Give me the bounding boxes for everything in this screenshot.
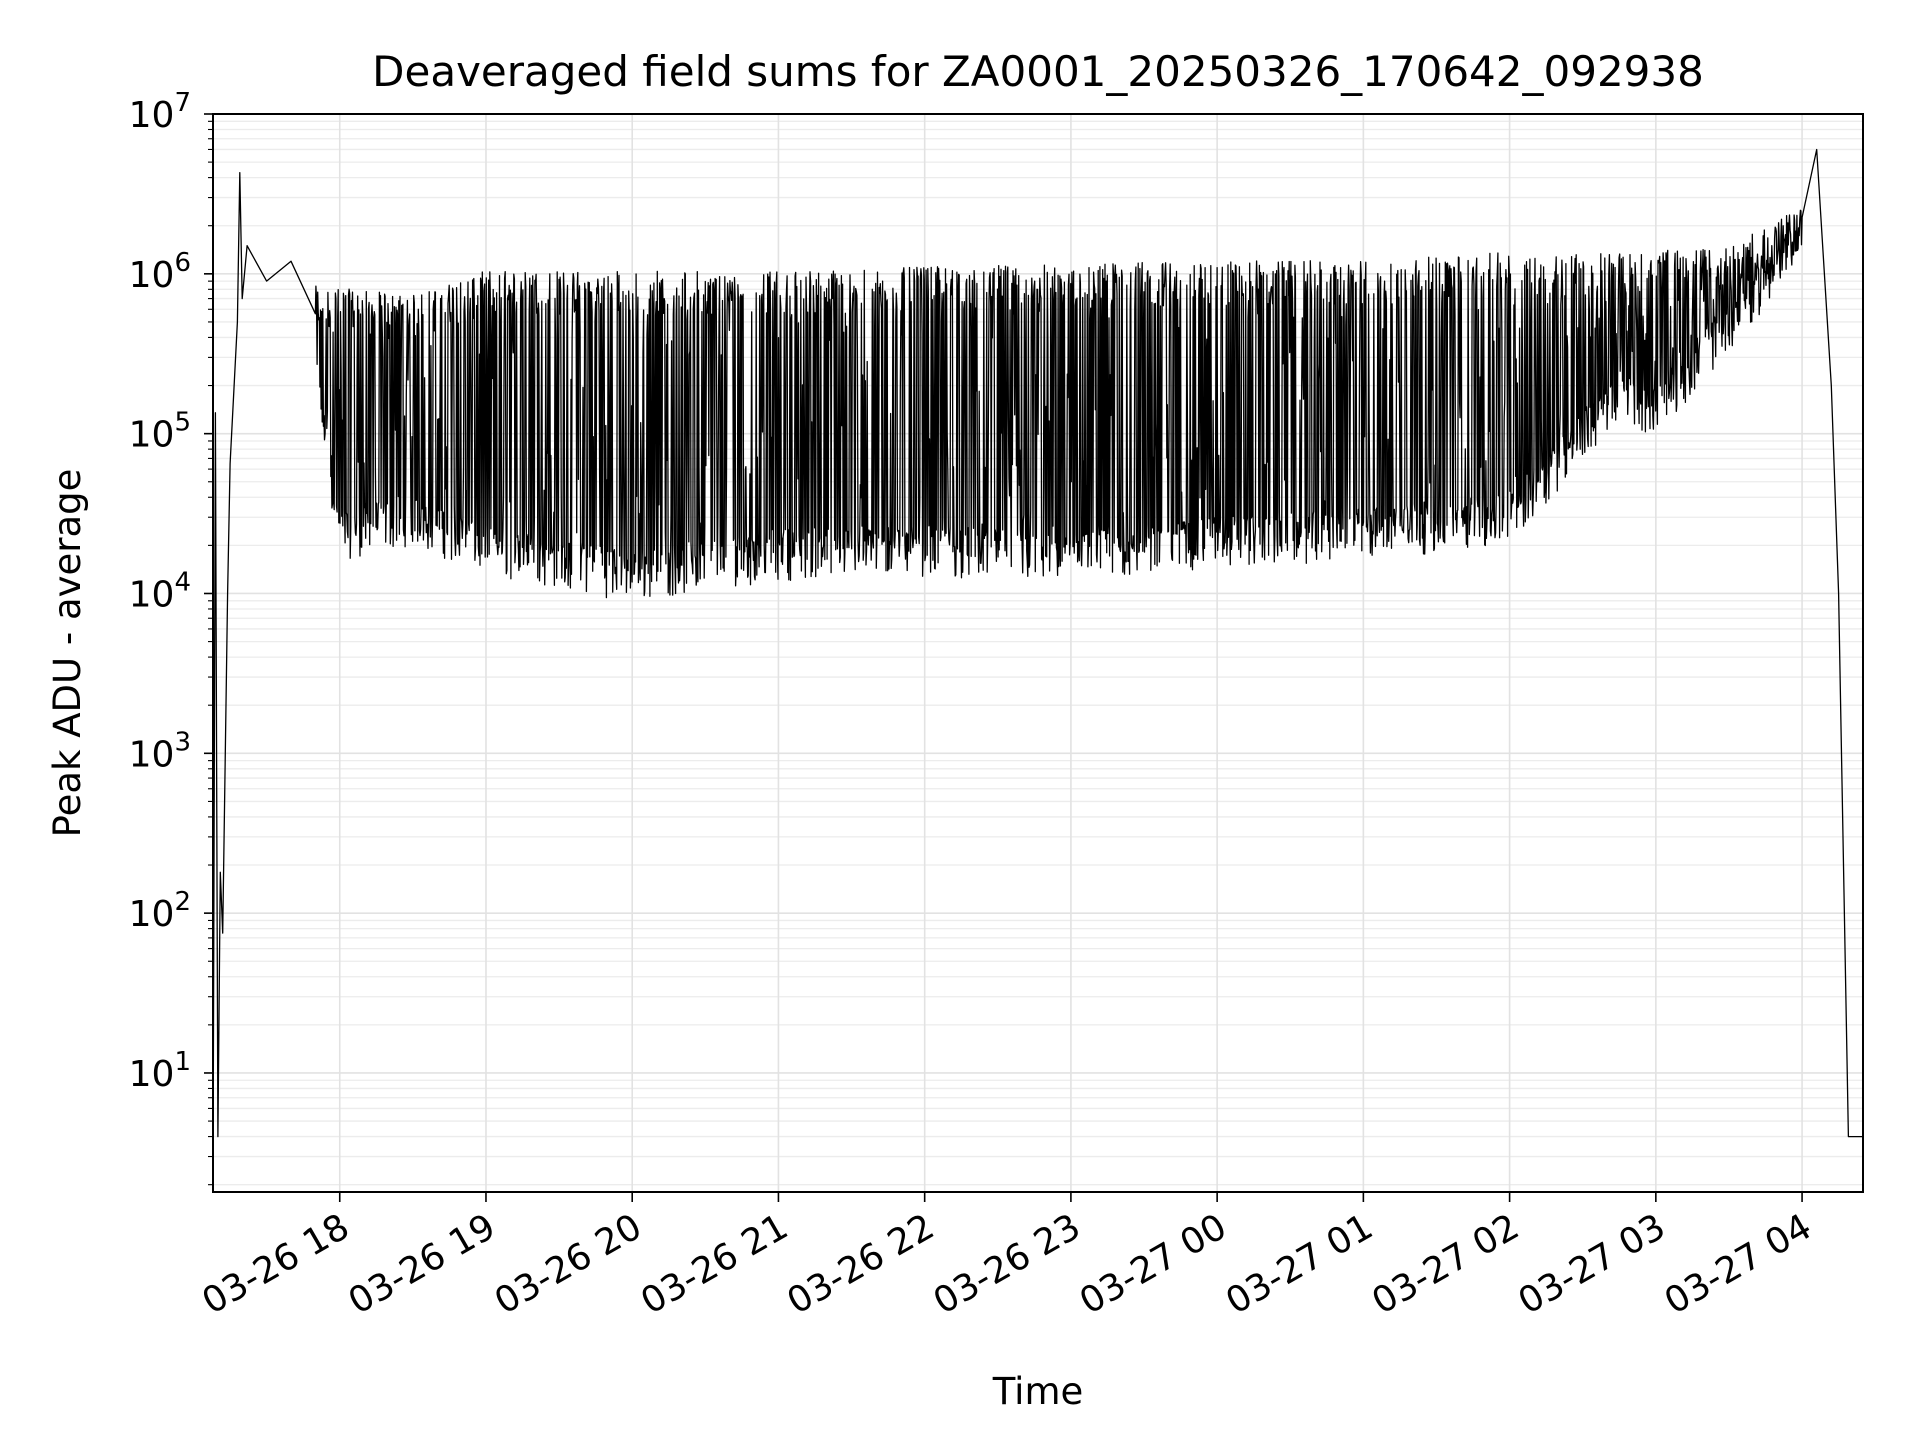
y-tick-label: 106	[129, 248, 191, 296]
y-tick-label: 107	[129, 88, 191, 136]
y-tick-label: 104	[129, 567, 191, 615]
y-tick-label: 102	[129, 887, 191, 935]
chart-title: Deaveraged field sums for ZA0001_2025032…	[372, 47, 1704, 96]
series-line	[212, 148, 1863, 1185]
y-tick-label: 105	[129, 408, 191, 456]
y-tick-label: 101	[129, 1047, 191, 1095]
x-axis-label: Time	[992, 1370, 1084, 1413]
plot-frame	[212, 113, 1864, 1193]
y-tick-label: 103	[129, 727, 191, 775]
y-axis-label: Peak ADU - average	[46, 469, 89, 838]
